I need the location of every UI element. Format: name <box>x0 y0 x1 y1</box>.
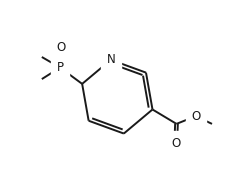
Text: O: O <box>56 41 66 54</box>
Text: P: P <box>56 61 64 74</box>
Text: N: N <box>106 53 115 66</box>
Text: O: O <box>171 137 180 150</box>
Text: O: O <box>191 110 200 123</box>
